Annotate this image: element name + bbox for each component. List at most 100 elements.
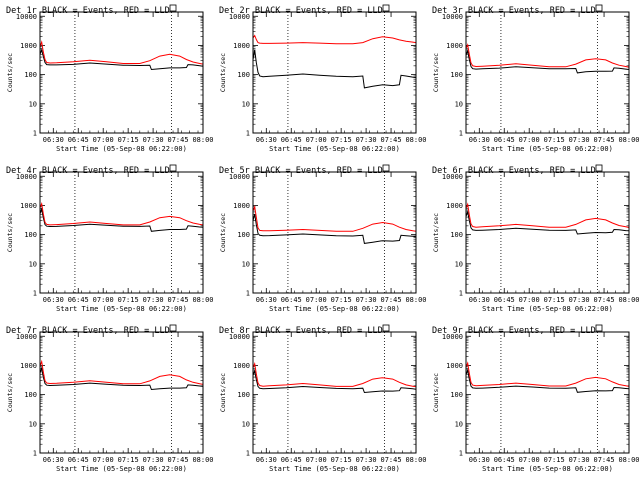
chart-title: Det 5r BLACK = Events, RED = LLD (219, 166, 383, 176)
y-axis-label: Counts/sec (432, 213, 440, 252)
plot-frame (39, 171, 204, 294)
plot-frame (252, 11, 417, 134)
y-tick-label: 100 (237, 231, 250, 239)
x-tick-label: 07:00 (306, 136, 327, 144)
chart-panel: Det 6r BLACK = Events, RED = LLD Counts/s… (432, 164, 640, 313)
chart-panel: Det 3r BLACK = Events, RED = LLD Counts/s… (432, 4, 640, 153)
chart-panel: Det 7r BLACK = Events, RED = LLD Counts/s… (6, 324, 214, 473)
x-axis-label: Start Time (05-Sep-08 06:22:00) (269, 305, 400, 313)
y-tick-label: 100 (450, 231, 463, 239)
x-tick-label: 07:30 (356, 136, 377, 144)
chart-marker (595, 324, 603, 332)
x-tick-label: 07:00 (519, 296, 540, 304)
x-tick-label: 06:30 (256, 456, 277, 464)
x-axis-label: Start Time (05-Sep-08 06:22:00) (482, 305, 613, 313)
chart-marker (169, 324, 177, 332)
series-line-lld (39, 201, 204, 226)
x-tick-label: 07:45 (168, 296, 189, 304)
x-tick-label: 06:30 (256, 296, 277, 304)
x-tick-label: 06:45 (281, 296, 302, 304)
y-tick-label: 1000 (233, 202, 250, 210)
y-tick-label: 10000 (229, 13, 250, 21)
chart-marker (595, 164, 603, 172)
x-tick-label: 06:45 (68, 136, 89, 144)
y-tick-label: 10000 (16, 333, 37, 341)
y-axis-label: Counts/sec (6, 373, 14, 412)
series-line-lld (252, 361, 417, 388)
x-axis-label: Start Time (05-Sep-08 06:22:00) (56, 145, 187, 153)
series-line-events (39, 366, 204, 391)
x-tick-label: 07:30 (143, 456, 164, 464)
x-tick-label: 07:00 (93, 136, 114, 144)
x-tick-label: 08:00 (618, 136, 639, 144)
x-axis-label: Start Time (05-Sep-08 06:22:00) (56, 305, 187, 313)
series-line-events (39, 48, 204, 71)
chart-panel: Det 5r BLACK = Events, RED = LLD Counts/s… (219, 164, 427, 313)
x-tick-label: 06:30 (43, 296, 64, 304)
chart-title: Det 1r BLACK = Events, RED = LLD (6, 6, 170, 16)
chart-panel: Det 4r BLACK = Events, RED = LLD Counts/s… (6, 164, 214, 313)
y-tick-label: 10 (455, 260, 463, 268)
x-tick-label: 07:00 (519, 136, 540, 144)
x-axis-label: Start Time (05-Sep-08 06:22:00) (482, 145, 613, 153)
series-line-lld (252, 34, 417, 45)
series-line-lld (252, 204, 417, 232)
y-axis-label: Counts/sec (219, 373, 227, 412)
x-tick-label: 06:45 (281, 136, 302, 144)
y-axis-label: Counts/sec (219, 213, 227, 252)
x-tick-label: 08:00 (405, 456, 426, 464)
y-tick-label: 10 (455, 420, 463, 428)
chart-marker (595, 4, 603, 12)
series-line-events (465, 368, 630, 393)
plot-frame (465, 171, 630, 294)
series-line-events (252, 369, 417, 394)
x-tick-label: 08:00 (192, 456, 213, 464)
y-tick-label: 1 (459, 130, 463, 138)
x-tick-label: 07:45 (594, 296, 615, 304)
series-line-events (465, 210, 630, 235)
plot-frame (39, 11, 204, 134)
x-axis-label: Start Time (05-Sep-08 06:22:00) (482, 465, 613, 473)
chart-panel: Det 2r BLACK = Events, RED = LLD Counts/s… (219, 4, 427, 153)
chart-marker (169, 4, 177, 12)
y-tick-label: 1000 (446, 42, 463, 50)
y-tick-label: 10 (242, 100, 250, 108)
x-tick-label: 07:00 (306, 296, 327, 304)
x-tick-label: 06:30 (256, 136, 277, 144)
x-tick-label: 08:00 (618, 296, 639, 304)
x-tick-label: 06:45 (281, 456, 302, 464)
y-tick-label: 100 (24, 231, 37, 239)
x-tick-label: 07:45 (381, 136, 402, 144)
x-tick-label: 07:30 (143, 136, 164, 144)
y-tick-label: 100 (450, 391, 463, 399)
x-tick-label: 06:30 (469, 136, 490, 144)
x-tick-label: 07:15 (331, 296, 352, 304)
x-tick-label: 07:30 (569, 456, 590, 464)
series-line-events (39, 207, 204, 232)
y-axis-label: Counts/sec (432, 373, 440, 412)
x-tick-label: 08:00 (405, 136, 426, 144)
y-tick-label: 10000 (442, 173, 463, 181)
y-tick-label: 10 (242, 260, 250, 268)
y-tick-label: 10000 (16, 173, 37, 181)
y-tick-label: 1 (33, 130, 37, 138)
x-tick-label: 06:45 (494, 456, 515, 464)
plot-frame (252, 171, 417, 294)
x-tick-label: 08:00 (405, 296, 426, 304)
x-tick-label: 07:00 (519, 456, 540, 464)
series-line-events (252, 214, 417, 244)
y-tick-label: 1000 (233, 362, 250, 370)
chart-marker (169, 164, 177, 172)
plot-frame (465, 331, 630, 454)
chart-panel: Det 1r BLACK = Events, RED = LLD Counts/s… (6, 4, 214, 153)
x-tick-label: 07:45 (594, 136, 615, 144)
x-tick-label: 07:45 (168, 136, 189, 144)
y-tick-label: 1 (246, 290, 250, 298)
x-tick-label: 07:30 (569, 296, 590, 304)
chart-marker (382, 4, 390, 12)
x-tick-label: 07:15 (118, 136, 139, 144)
x-axis-label: Start Time (05-Sep-08 06:22:00) (269, 465, 400, 473)
x-tick-label: 06:30 (43, 136, 64, 144)
y-tick-label: 100 (237, 391, 250, 399)
chart-marker (382, 164, 390, 172)
